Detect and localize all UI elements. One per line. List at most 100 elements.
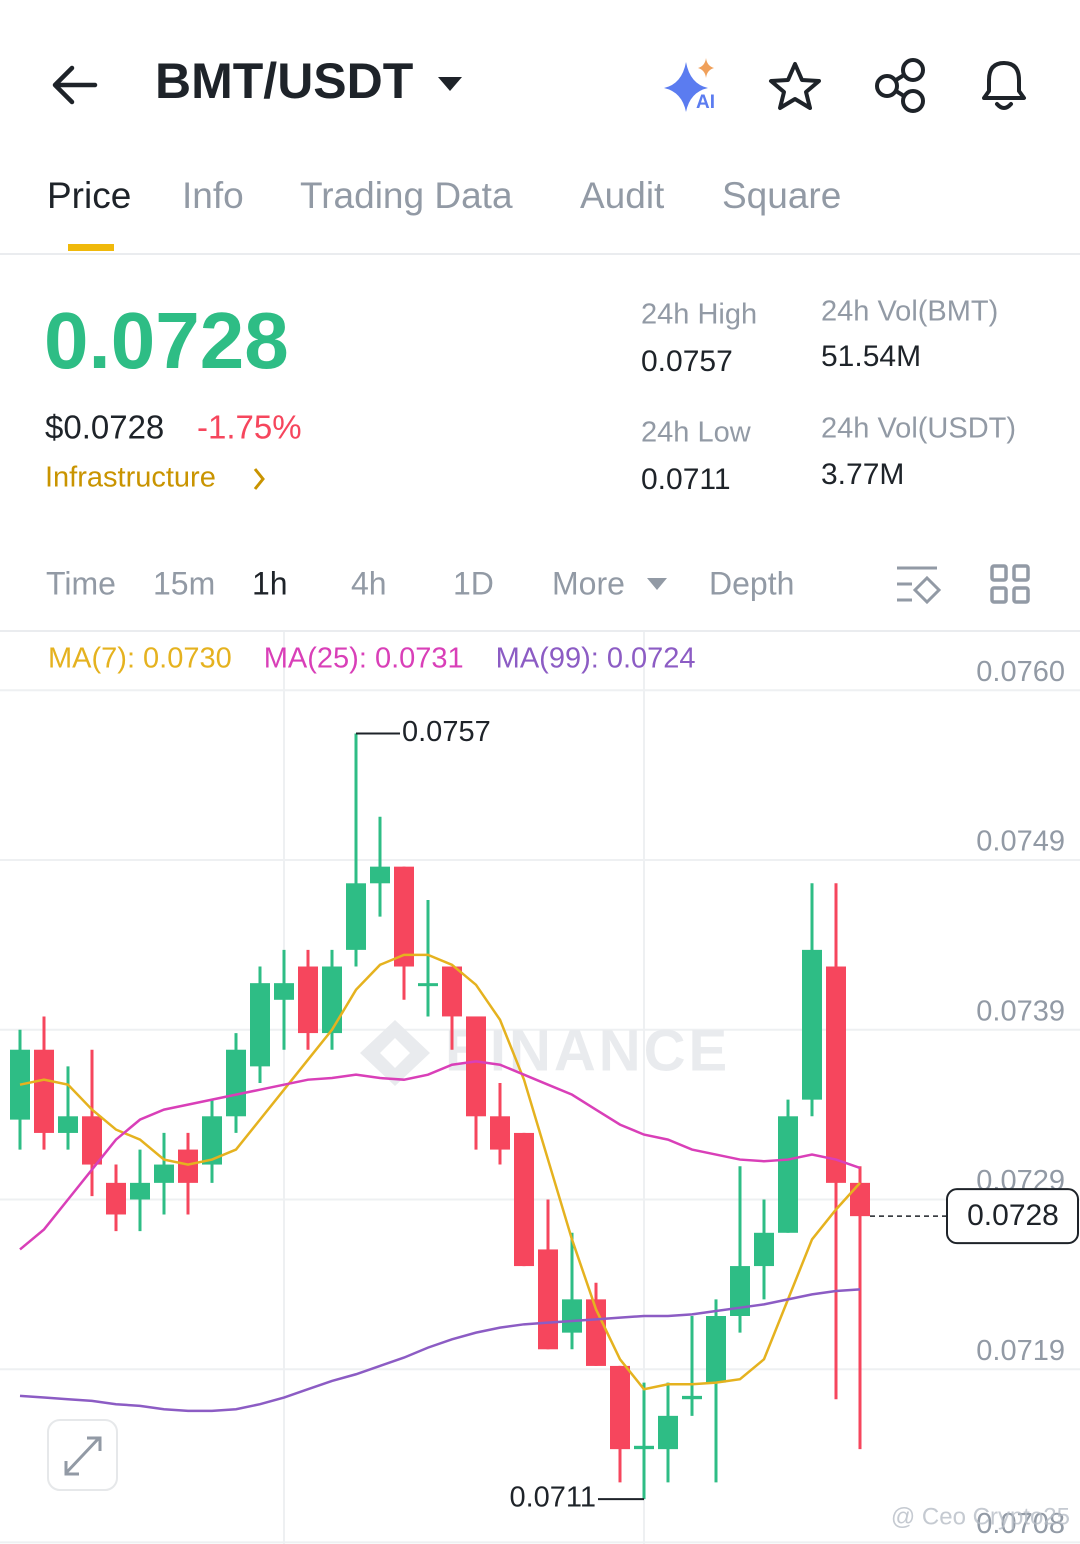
ai-button[interactable]: AI: [664, 58, 715, 113]
candle-body: [298, 966, 318, 1034]
stat-label: 24h Low: [641, 417, 752, 449]
interval[interactable]: Depth: [709, 565, 794, 601]
ai-sparkle: [664, 62, 708, 112]
candle-body: [442, 966, 462, 1017]
candle-body: [226, 1049, 246, 1117]
grid: [0, 632, 1080, 1544]
candle-body: [202, 1116, 222, 1165]
candle-body: [586, 1299, 606, 1366]
tab[interactable]: Info: [182, 175, 244, 216]
candle-body: [754, 1232, 774, 1267]
ma-line: [19, 1288, 861, 1413]
candle-body: [34, 1049, 54, 1133]
interval[interactable]: 1D: [453, 565, 494, 601]
interval[interactable]: 1h: [252, 565, 288, 601]
candle-body: [154, 1164, 174, 1183]
tab-indicator: [68, 244, 114, 251]
candle-body: [322, 966, 342, 1034]
candle-body: [682, 1395, 702, 1400]
y-tick-label: 0.0719: [976, 1335, 1065, 1367]
more-caret: [647, 578, 667, 590]
favorite-button[interactable]: [769, 62, 821, 110]
candle-body: [130, 1182, 150, 1200]
pair-title[interactable]: BMT/USDT: [155, 53, 413, 109]
alert-button[interactable]: [982, 61, 1026, 110]
high-marker-label: 0.0757: [402, 716, 491, 748]
layout-button[interactable]: [990, 564, 1030, 604]
indicator-lines: [897, 566, 937, 602]
stat-value: 0.0757: [641, 345, 733, 378]
price-change: -1.75%: [197, 409, 302, 446]
y-tick-label: 0.0760: [976, 656, 1065, 688]
ma-legend-item: MA(99): 0.0724: [496, 643, 696, 675]
layout-cell: [1012, 564, 1030, 582]
y-tick-label: 0.0708: [976, 1508, 1065, 1540]
annotations: 0.07600.07490.07390.07290.07190.07080.07…: [356, 656, 1079, 1540]
stat-label: 24h Vol(USDT): [821, 413, 1016, 445]
stat-value: 51.54M: [821, 340, 921, 373]
credit: @ Ceo Crypto25: [891, 1503, 1070, 1530]
expand-button[interactable]: [47, 1419, 118, 1491]
ma-legend-item: MA(25): 0.0731: [264, 643, 464, 675]
candle-body: [82, 1116, 102, 1165]
ma-line: [19, 1060, 861, 1251]
candle-body: [178, 1149, 198, 1183]
candle-body: [514, 1132, 534, 1267]
share-node: [901, 58, 925, 82]
layout-cell: [990, 564, 1008, 582]
indicator-button[interactable]: [897, 566, 942, 605]
moving-averages: [19, 953, 861, 1413]
ai-text: AI: [696, 92, 715, 113]
candle-body: [370, 866, 390, 884]
candle-body: [658, 1415, 678, 1450]
share-button[interactable]: [875, 58, 925, 113]
low-marker-label: 0.0711: [509, 1482, 596, 1514]
interval[interactable]: Time: [46, 565, 116, 601]
share-node: [875, 74, 899, 98]
interval[interactable]: 4h: [351, 565, 387, 601]
candle-body: [826, 966, 846, 1183]
watermark-text: BINANCE: [445, 1018, 730, 1083]
sector-link[interactable]: Infrastructure: [45, 462, 216, 494]
stat-label: 24h High: [641, 299, 757, 331]
tab[interactable]: Trading Data: [300, 175, 513, 216]
stat-label: 24h Vol(BMT): [821, 296, 998, 328]
candle-body: [730, 1266, 750, 1316]
stat-value: 0.0711: [641, 463, 731, 496]
interval[interactable]: More: [552, 565, 625, 601]
candle-body: [538, 1249, 558, 1350]
candle-body: [706, 1316, 726, 1383]
candle-body: [346, 883, 366, 950]
candle-body: [274, 983, 294, 1000]
ma-legend: MA(7): 0.0730 MA(25): 0.0731 MA(99): 0.072…: [48, 643, 696, 675]
candle-body: [850, 1182, 870, 1217]
tab[interactable]: Price: [47, 175, 131, 216]
share-node: [901, 89, 925, 113]
candle-body: [778, 1116, 798, 1233]
back-button[interactable]: [52, 65, 98, 105]
candle-body: [562, 1299, 582, 1333]
candle-body: [634, 1445, 654, 1450]
candle-body: [490, 1116, 510, 1150]
y-tick-label: 0.0749: [976, 826, 1065, 858]
last-price-label: 0.0728: [967, 1199, 1059, 1232]
ai-sparkle-small: [698, 58, 714, 78]
tab[interactable]: Audit: [580, 175, 665, 216]
tab[interactable]: Square: [722, 175, 841, 216]
candle-body: [418, 983, 438, 987]
ma-line: [19, 953, 861, 1391]
interval[interactable]: 15m: [153, 565, 215, 601]
ma-legend-item: MA(7): 0.0730: [48, 643, 232, 675]
indicator-diamond: [912, 575, 942, 605]
candle-body: [10, 1049, 30, 1120]
watermark-logo: [360, 1020, 430, 1086]
sector-chevron: [253, 468, 265, 490]
candle-body: [394, 866, 414, 967]
pair-dropdown[interactable]: [438, 77, 462, 91]
y-tick-label: 0.0739: [976, 995, 1065, 1027]
last-price-box: [946, 1188, 1079, 1245]
layout-cell: [990, 586, 1008, 604]
last-price: 0.0728: [44, 296, 289, 385]
stat-value: 3.77M: [821, 458, 904, 491]
